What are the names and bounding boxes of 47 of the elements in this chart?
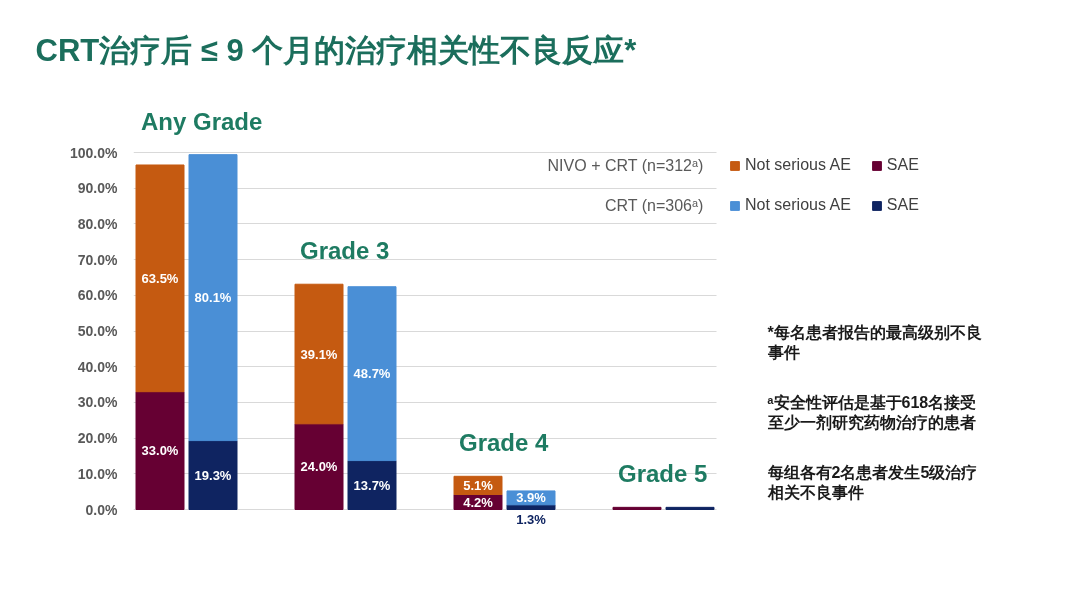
bar <box>294 423 344 510</box>
data-label: 19.3% <box>194 467 232 483</box>
text: Any Grade <box>141 107 263 135</box>
data-label: 13.7% <box>353 477 391 493</box>
data-label: 24.0% <box>300 459 338 475</box>
bar <box>188 154 238 442</box>
annotation: CRT (n=306ᵃ) <box>604 197 704 214</box>
data-label: 33.0% <box>141 443 179 459</box>
y-tick-label: 80.0% <box>77 215 119 232</box>
bar <box>612 506 662 510</box>
data-label: 63.5% <box>141 270 179 286</box>
bar <box>135 164 185 393</box>
y-tick-label: 50.0% <box>77 323 119 339</box>
y-tick-label: 60.0% <box>77 287 119 304</box>
text: ᵃ安全性评估是基于618名接受至少一剂研究药物治疗的患者 <box>766 392 977 431</box>
bar <box>135 391 185 510</box>
y-tick-label: 90.0% <box>77 180 119 197</box>
legend-label: Not serious AE <box>745 195 851 215</box>
y-tick-label: 30.0% <box>77 394 119 411</box>
y-tick-label: 40.0% <box>77 358 119 375</box>
annotation: NIVO + CRT (n=312ᵃ) <box>547 157 704 174</box>
bar <box>294 283 344 425</box>
text: *每名患者报告的最高级别不良事件 <box>766 322 982 361</box>
data-label: 3.9% <box>516 490 547 506</box>
data-label: 80.1% <box>194 290 232 306</box>
bar <box>347 286 397 462</box>
data-label: 48.7% <box>353 366 391 382</box>
legend-label: Not serious AE <box>745 155 851 175</box>
annotation: Grade 3 <box>300 237 390 265</box>
legend-label: SAE <box>886 155 919 175</box>
y-tick-label: 20.0% <box>77 430 119 447</box>
text: 每组各有2名患者发生5级治疗相关不良事件 <box>766 463 978 501</box>
chart-title: CRT治疗后 ≤ 9 个月的治疗相关性不良反应* <box>35 32 638 68</box>
annotation: Grade 5 <box>618 460 708 488</box>
data-label: 39.1% <box>300 346 338 362</box>
y-tick-label: 0.0% <box>85 501 119 518</box>
bar <box>188 440 238 510</box>
data-label: 4.2% <box>463 494 494 510</box>
data-label: 1.3% <box>516 512 547 527</box>
annotation: Grade 4 <box>459 429 550 457</box>
y-tick-label: 10.0% <box>77 465 119 482</box>
bar <box>347 460 397 510</box>
data-label: 5.1% <box>463 477 494 493</box>
bar <box>665 506 715 510</box>
legend-label: SAE <box>886 195 919 215</box>
y-tick-label: 100.0% <box>70 144 119 161</box>
y-tick-label: 70.0% <box>77 251 119 268</box>
